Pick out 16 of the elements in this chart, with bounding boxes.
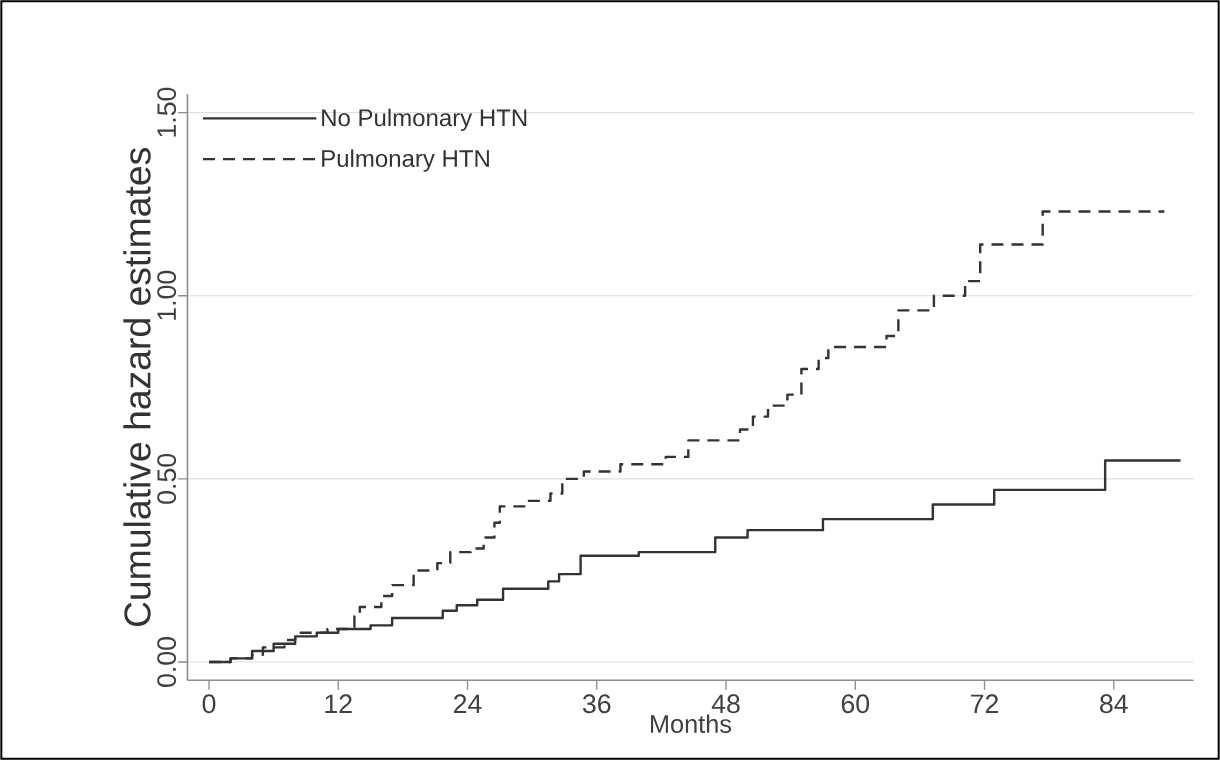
x-tick-label: 0 xyxy=(202,694,216,714)
x-tick-label: 36 xyxy=(582,694,611,714)
legend-label: No Pulmonary HTN xyxy=(322,108,527,132)
x-axis-title: Months xyxy=(651,714,732,733)
y-axis-title: Cumulative hazard estimates xyxy=(123,148,151,627)
y-tick-label: 1.00 xyxy=(157,270,177,320)
x-tick-label: 84 xyxy=(1100,694,1128,714)
y-tick-label: 1.50 xyxy=(157,87,177,137)
x-tick-label: 24 xyxy=(454,694,482,713)
x-tick-label: 48 xyxy=(711,694,740,714)
x-tick-label: 12 xyxy=(325,694,352,713)
x-tick-label: 60 xyxy=(841,694,870,714)
x-tick-label: 72 xyxy=(971,694,998,713)
y-tick-label: 0.00 xyxy=(157,637,177,687)
y-tick-label: 0.50 xyxy=(157,453,177,504)
legend-label: Pulmonary HTN xyxy=(322,149,489,172)
